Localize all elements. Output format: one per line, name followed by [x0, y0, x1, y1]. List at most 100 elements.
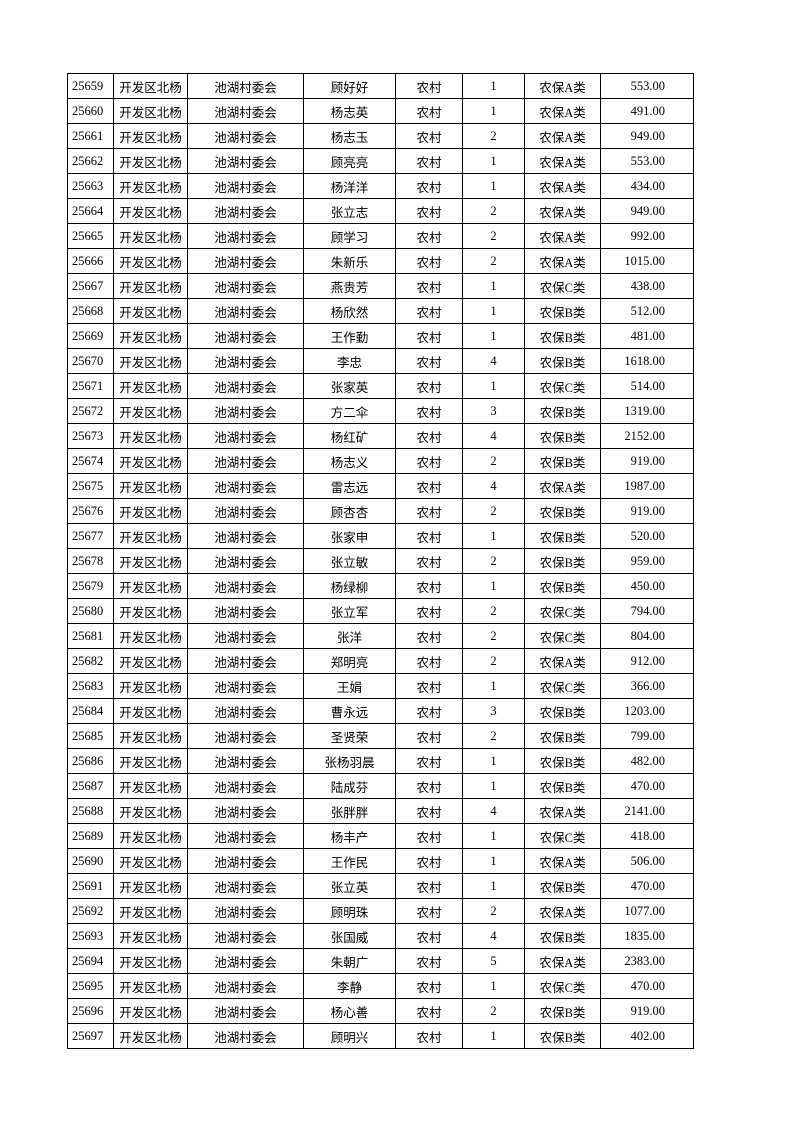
insurance-class: 农保B类: [524, 548, 601, 574]
household-count: 4: [462, 473, 525, 499]
area-type: 农村: [395, 173, 463, 199]
household-count: 2: [462, 248, 525, 274]
household-count: 1: [462, 848, 525, 874]
area-type: 农村: [395, 973, 463, 999]
committee: 池湖村委会: [187, 448, 304, 474]
record-id: 25659: [67, 73, 114, 99]
area-type: 农村: [395, 1023, 463, 1049]
person-name: 陆成芬: [303, 773, 396, 799]
household-count: 1: [462, 1023, 525, 1049]
district: 开发区北杨: [113, 848, 188, 874]
amount: 1203.00: [600, 698, 694, 724]
insurance-class: 农保A类: [524, 73, 601, 99]
household-count: 1: [462, 298, 525, 324]
amount: 919.00: [600, 448, 694, 474]
table-row: 25696 开发区北杨 池湖村委会 杨心善 农村 2 农保B类 919.00: [67, 998, 694, 1024]
household-count: 2: [462, 448, 525, 474]
area-type: 农村: [395, 148, 463, 174]
district: 开发区北杨: [113, 223, 188, 249]
table-row: 25697 开发区北杨 池湖村委会 顾明兴 农村 1 农保B类 402.00: [67, 1023, 694, 1049]
person-name: 顾亮亮: [303, 148, 396, 174]
area-type: 农村: [395, 298, 463, 324]
person-name: 张杨羽晨: [303, 748, 396, 774]
area-type: 农村: [395, 273, 463, 299]
district: 开发区北杨: [113, 298, 188, 324]
person-name: 杨欣然: [303, 298, 396, 324]
person-name: 张立英: [303, 873, 396, 899]
person-name: 雷志远: [303, 473, 396, 499]
area-type: 农村: [395, 198, 463, 224]
person-name: 杨心善: [303, 998, 396, 1024]
area-type: 农村: [395, 323, 463, 349]
household-count: 2: [462, 548, 525, 574]
district: 开发区北杨: [113, 748, 188, 774]
person-name: 郑明亮: [303, 648, 396, 674]
area-type: 农村: [395, 623, 463, 649]
insurance-class: 农保B类: [524, 498, 601, 524]
district: 开发区北杨: [113, 273, 188, 299]
record-id: 25680: [67, 598, 114, 624]
area-type: 农村: [395, 773, 463, 799]
district: 开发区北杨: [113, 348, 188, 374]
district: 开发区北杨: [113, 173, 188, 199]
household-count: 2: [462, 198, 525, 224]
record-id: 25664: [67, 198, 114, 224]
record-id: 25681: [67, 623, 114, 649]
household-count: 1: [462, 673, 525, 699]
table-row: 25661 开发区北杨 池湖村委会 杨志玉 农村 2 农保A类 949.00: [67, 123, 694, 149]
area-type: 农村: [395, 798, 463, 824]
insurance-class: 农保A类: [524, 948, 601, 974]
committee: 池湖村委会: [187, 598, 304, 624]
household-count: 2: [462, 498, 525, 524]
insurance-class: 农保B类: [524, 448, 601, 474]
person-name: 张家英: [303, 373, 396, 399]
amount: 2152.00: [600, 423, 694, 449]
household-count: 1: [462, 773, 525, 799]
insurance-class: 农保C类: [524, 273, 601, 299]
insurance-class: 农保B类: [524, 1023, 601, 1049]
amount: 949.00: [600, 198, 694, 224]
committee: 池湖村委会: [187, 123, 304, 149]
district: 开发区北杨: [113, 698, 188, 724]
committee: 池湖村委会: [187, 223, 304, 249]
district: 开发区北杨: [113, 198, 188, 224]
household-count: 4: [462, 348, 525, 374]
household-count: 2: [462, 898, 525, 924]
person-name: 顾学习: [303, 223, 396, 249]
table-row: 25674 开发区北杨 池湖村委会 杨志义 农村 2 农保B类 919.00: [67, 448, 694, 474]
record-id: 25688: [67, 798, 114, 824]
amount: 470.00: [600, 973, 694, 999]
table-body: 25659 开发区北杨 池湖村委会 顾好好 农村 1 农保A类 553.00 25660 开发区北…: [67, 73, 694, 1049]
district: 开发区北杨: [113, 798, 188, 824]
person-name: 杨绿柳: [303, 573, 396, 599]
insurance-class: 农保B类: [524, 298, 601, 324]
amount: 1987.00: [600, 473, 694, 499]
amount: 2141.00: [600, 798, 694, 824]
insurance-class: 农保C类: [524, 598, 601, 624]
household-count: 1: [462, 73, 525, 99]
record-id: 25675: [67, 473, 114, 499]
area-type: 农村: [395, 73, 463, 99]
district: 开发区北杨: [113, 373, 188, 399]
table-row: 25673 开发区北杨 池湖村委会 杨红矿 农村 4 农保B类 2152.00: [67, 423, 694, 449]
amount: 794.00: [600, 598, 694, 624]
amount: 804.00: [600, 623, 694, 649]
committee: 池湖村委会: [187, 148, 304, 174]
area-type: 农村: [395, 873, 463, 899]
person-name: 顾好好: [303, 73, 396, 99]
insurance-class: 农保A类: [524, 798, 601, 824]
district: 开发区北杨: [113, 423, 188, 449]
person-name: 张胖胖: [303, 798, 396, 824]
person-name: 杨志玉: [303, 123, 396, 149]
table-row: 25663 开发区北杨 池湖村委会 杨洋洋 农村 1 农保A类 434.00: [67, 173, 694, 199]
household-count: 1: [462, 98, 525, 124]
amount: 1015.00: [600, 248, 694, 274]
household-count: 1: [462, 573, 525, 599]
person-name: 圣贤荣: [303, 723, 396, 749]
record-id: 25677: [67, 523, 114, 549]
table-row: 25687 开发区北杨 池湖村委会 陆成芬 农村 1 农保B类 470.00: [67, 773, 694, 799]
amount: 512.00: [600, 298, 694, 324]
person-name: 曹永远: [303, 698, 396, 724]
amount: 2383.00: [600, 948, 694, 974]
committee: 池湖村委会: [187, 298, 304, 324]
